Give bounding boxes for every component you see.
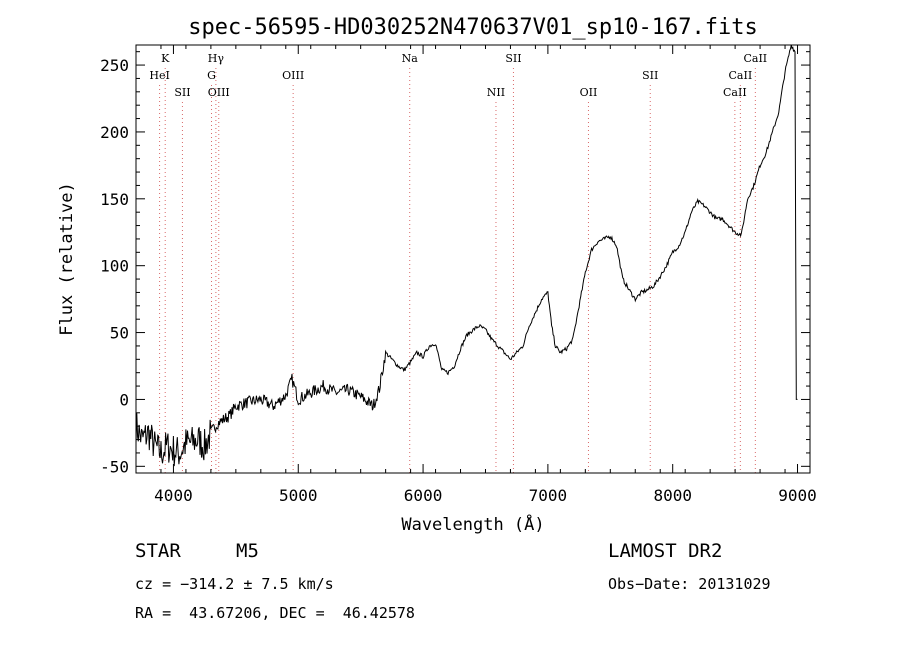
y-tick-label: -50 — [100, 457, 129, 476]
line-marker-label: SII — [505, 52, 521, 65]
line-marker-label: OIII — [208, 86, 230, 99]
chart-title: spec-56595-HD030252N470637V01_sp10-167.f… — [188, 15, 758, 40]
y-tick-label: 200 — [100, 123, 129, 142]
line-marker-label: CaII — [743, 52, 767, 65]
y-tick-label: 50 — [110, 324, 129, 343]
line-marker-label: G — [207, 69, 216, 82]
x-tick-label: 6000 — [404, 486, 443, 505]
line-marker-label: CaII — [723, 86, 747, 99]
object-class: STAR — [135, 540, 181, 562]
line-marker-label: HeI — [149, 69, 169, 82]
plot-frame — [135, 44, 811, 474]
y-tick-label: 100 — [100, 257, 129, 276]
x-tick-label: 7000 — [529, 486, 568, 505]
line-marker-label: K — [161, 52, 170, 65]
y-tick-label: 150 — [100, 190, 129, 209]
line-marker-label: SII — [174, 86, 190, 99]
x-axis-label: Wavelength (Å) — [401, 513, 544, 535]
line-marker-label: OII — [580, 86, 598, 99]
survey-name: LAMOST DR2 — [608, 540, 723, 562]
y-tick-label: 250 — [100, 56, 129, 75]
plot-area: K HeI SII Hγ G OIII OIII Na SII NII OII SII CaII CaII… — [100, 44, 817, 505]
spectrum-line — [135, 44, 798, 467]
x-tick-label: 9000 — [778, 486, 817, 505]
y-axis-label: Flux (relative) — [57, 182, 77, 336]
line-marker-label: OIII — [282, 69, 304, 82]
spectral-subclass: M5 — [236, 540, 259, 562]
coordinates: RA = 43.67206, DEC = 46.42578 — [135, 604, 415, 622]
observation-date: Obs−Date: 20131029 — [608, 575, 771, 593]
x-tick-label: 4000 — [154, 486, 193, 505]
line-marker-label: Hγ — [208, 52, 225, 65]
x-tick-label: 8000 — [653, 486, 692, 505]
x-tick-label: 5000 — [279, 486, 318, 505]
line-marker-label: SII — [642, 69, 658, 82]
y-tick-label: 0 — [119, 390, 129, 409]
line-marker-label: Na — [402, 52, 419, 65]
line-marker-label: CaII — [729, 69, 753, 82]
line-marker-label: NII — [487, 86, 505, 99]
redshift-velocity: cz = −314.2 ± 7.5 km/s — [135, 575, 334, 593]
